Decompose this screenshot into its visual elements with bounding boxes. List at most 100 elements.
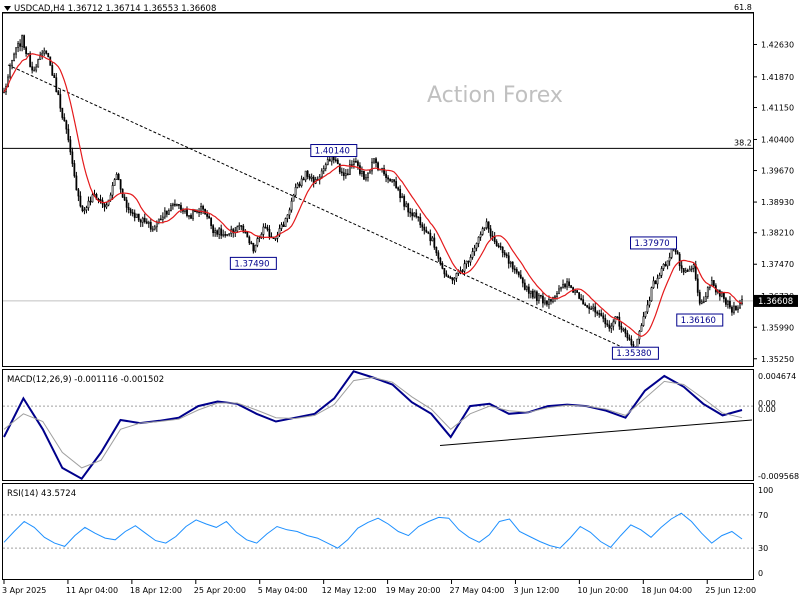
candle-body xyxy=(610,325,613,329)
price-annotation-label: 1.37490 xyxy=(234,259,269,269)
rsi-line xyxy=(3,512,743,549)
candle-body xyxy=(254,244,257,252)
candle-body xyxy=(186,208,188,216)
candle-body xyxy=(642,316,645,326)
price-annotation-box xyxy=(229,256,277,270)
candle-body xyxy=(710,280,713,286)
candle-body xyxy=(11,60,13,67)
candle-body xyxy=(407,203,410,213)
fib-label-382: 38.2 xyxy=(734,138,752,147)
candle-body xyxy=(548,299,550,305)
trendline xyxy=(7,64,636,354)
candle-body xyxy=(326,159,329,165)
candle-body xyxy=(192,210,194,219)
dropdown-arrow-icon[interactable] xyxy=(4,6,11,11)
candle-body xyxy=(690,267,693,270)
candle-body xyxy=(155,221,158,228)
candle-body xyxy=(668,257,671,262)
candle-body xyxy=(537,294,540,302)
rsi-tick-label: 70 xyxy=(758,511,768,520)
candle-body xyxy=(178,204,180,206)
candle-body xyxy=(286,214,289,219)
candle-body xyxy=(397,187,400,190)
candle-body xyxy=(214,230,217,234)
candle-body xyxy=(741,299,743,305)
trendline-layer xyxy=(7,64,636,354)
candle-body xyxy=(226,234,229,236)
candle-body xyxy=(441,263,444,269)
time-tick-label: 3 Apr 2025 xyxy=(2,586,46,595)
candle-body xyxy=(190,215,192,219)
candle-body xyxy=(544,300,546,304)
candle-body xyxy=(15,47,17,55)
candle-body xyxy=(439,258,442,264)
candle-body xyxy=(65,120,68,130)
candle-body xyxy=(218,228,221,235)
candle-body xyxy=(165,210,168,215)
candle-body xyxy=(431,237,434,242)
candle-body xyxy=(562,284,564,288)
candle-body xyxy=(533,291,536,298)
candle-body xyxy=(725,298,727,305)
candle-body xyxy=(224,234,227,236)
candle-body xyxy=(718,290,721,297)
candle-body xyxy=(662,263,665,269)
rsi-tick-label: 100 xyxy=(758,486,773,495)
candle-body xyxy=(471,251,474,258)
candle-body xyxy=(350,164,353,166)
candle-body xyxy=(465,260,468,265)
candle-body xyxy=(600,313,603,317)
candle-body xyxy=(163,210,166,218)
price-tick-label: 1.38210 xyxy=(761,229,794,238)
candle-body xyxy=(483,227,486,230)
candle-body xyxy=(696,278,699,293)
macd-tick-label: -0.009568 xyxy=(758,472,799,481)
candle-body xyxy=(147,222,150,224)
candle-body xyxy=(357,161,359,166)
candle-body xyxy=(427,231,430,234)
candle-body xyxy=(200,206,202,213)
candle-body xyxy=(137,213,140,221)
candle-body xyxy=(25,47,28,54)
candle-body xyxy=(630,339,633,345)
candle-body xyxy=(290,200,293,211)
price-annotation-label: 1.40140 xyxy=(315,147,350,157)
candle-body xyxy=(409,211,412,214)
candle-body xyxy=(598,313,601,315)
candle-body xyxy=(87,200,90,209)
rsi-panel xyxy=(2,483,754,580)
candle-body xyxy=(511,262,514,270)
candle-body xyxy=(445,273,448,277)
price-tick-label: 1.40400 xyxy=(761,135,794,144)
candle-body xyxy=(85,207,88,211)
candle-body xyxy=(401,196,404,199)
candle-body xyxy=(43,50,46,54)
candle-body xyxy=(435,247,438,254)
candle-body xyxy=(576,290,579,293)
fib-label-618: 61.8 xyxy=(734,3,752,12)
candle-body xyxy=(133,212,136,218)
candle-body xyxy=(296,183,299,188)
candle-body xyxy=(702,301,705,303)
candle-body xyxy=(33,69,36,72)
candle-body xyxy=(282,224,285,227)
candle-body xyxy=(455,273,458,279)
time-tick-label: 18 Apr 12:00 xyxy=(130,586,182,595)
macd-title: MACD(12,26,9) -0.001116 -0.001502 xyxy=(7,375,164,385)
candle-body xyxy=(606,323,609,326)
candle-body xyxy=(322,168,325,172)
candle-body xyxy=(566,281,568,288)
candle-body xyxy=(517,271,520,276)
candle-body xyxy=(453,277,456,281)
candle-body xyxy=(51,65,54,76)
candle-body xyxy=(666,260,669,267)
candle-body xyxy=(240,225,243,227)
macd-panel xyxy=(2,369,754,481)
candle-body xyxy=(411,212,414,217)
candle-body xyxy=(300,178,303,187)
candle-body xyxy=(451,277,454,281)
candle-body xyxy=(556,293,558,297)
macd-divergence-line xyxy=(439,419,753,446)
candle-body xyxy=(391,179,394,182)
